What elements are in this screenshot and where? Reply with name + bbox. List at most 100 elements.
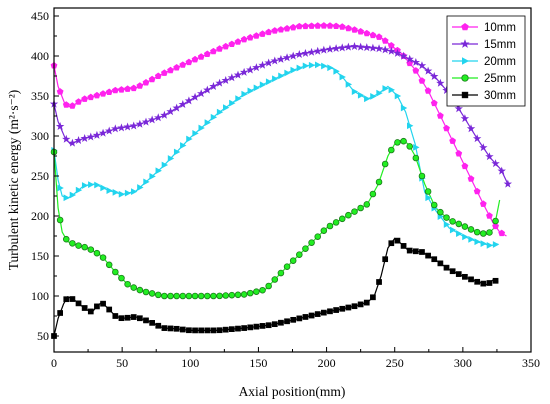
data-point [63,194,70,202]
data-point [216,45,223,52]
data-point [369,31,377,39]
data-point [308,61,316,69]
data-point [424,188,432,195]
data-point [302,314,309,320]
data-point [210,47,217,55]
data-point [284,318,290,325]
data-point [216,327,223,334]
data-point [184,96,194,105]
data-point [124,280,131,288]
data-point [387,46,396,55]
y-tick-label: 100 [31,289,49,303]
data-point [154,72,162,80]
legend-marker [461,91,469,99]
data-point [332,22,340,30]
legend-marker [461,57,470,65]
data-point [228,326,235,332]
data-point [327,308,333,315]
data-point [466,124,476,133]
data-point [363,299,370,306]
legend-item-10mm: 10mm [452,22,516,34]
x-tick-label: 250 [386,356,404,370]
data-point [388,146,395,154]
data-point [313,46,322,55]
series-markers-25mm [50,137,499,300]
data-point [412,154,420,162]
data-point [124,85,131,92]
data-point [161,161,169,169]
data-point [173,148,181,156]
data-point [235,95,242,102]
data-point [480,230,487,237]
data-point [351,26,358,33]
data-point [81,182,89,189]
data-point [141,117,151,126]
legend-item-20mm: 20mm [452,56,516,68]
data-point [229,99,236,107]
data-point [339,73,346,81]
legend-marker [460,39,470,48]
data-point [228,40,236,48]
data-point [382,85,389,92]
data-point [296,315,303,322]
data-point [474,238,481,246]
data-point [99,90,107,97]
data-point [221,75,230,84]
data-point [216,292,223,300]
data-point [332,219,340,226]
x-axis-title: Axial position(mm) [239,384,346,399]
data-point [62,134,71,143]
data-point [412,67,420,74]
data-point [86,132,95,141]
x-tick-label: 100 [181,356,199,370]
data-point [443,214,450,221]
data-point [278,319,284,326]
data-point [345,304,352,311]
data-point [123,122,132,131]
data-point [473,228,481,236]
data-point [135,119,145,128]
data-point [233,70,243,79]
data-point [296,251,303,258]
data-point [314,233,321,240]
data-point [271,27,279,34]
data-point [62,235,70,243]
y-tick-label: 50 [37,329,49,343]
data-point [491,159,500,168]
legend-label: 15mm [484,39,516,51]
data-point [363,201,371,208]
data-point [350,42,359,51]
data-point [357,91,365,99]
data-point [222,42,230,50]
data-point [259,81,267,89]
data-point [130,84,138,92]
data-point [381,160,389,168]
data-point [327,64,334,72]
data-point [112,313,119,319]
data-point [240,291,248,298]
data-point [370,294,376,301]
legend-label: 30mm [484,90,516,102]
data-point [338,43,347,52]
data-point [461,223,469,230]
data-point [486,229,493,236]
plot-markers [49,22,513,339]
data-point [417,61,427,70]
data-point [197,53,205,60]
data-point [69,240,76,247]
data-point [63,296,70,303]
data-point [179,326,186,333]
data-point [406,143,413,150]
data-point [192,327,198,334]
data-point [382,256,389,263]
data-point [301,48,310,57]
data-point [394,92,402,100]
data-point [295,49,304,58]
data-point [498,229,506,237]
data-point [486,242,494,249]
data-point [172,103,181,112]
data-point [331,44,341,53]
data-point [375,178,383,186]
data-point [376,279,382,285]
legend-marker [461,74,469,82]
